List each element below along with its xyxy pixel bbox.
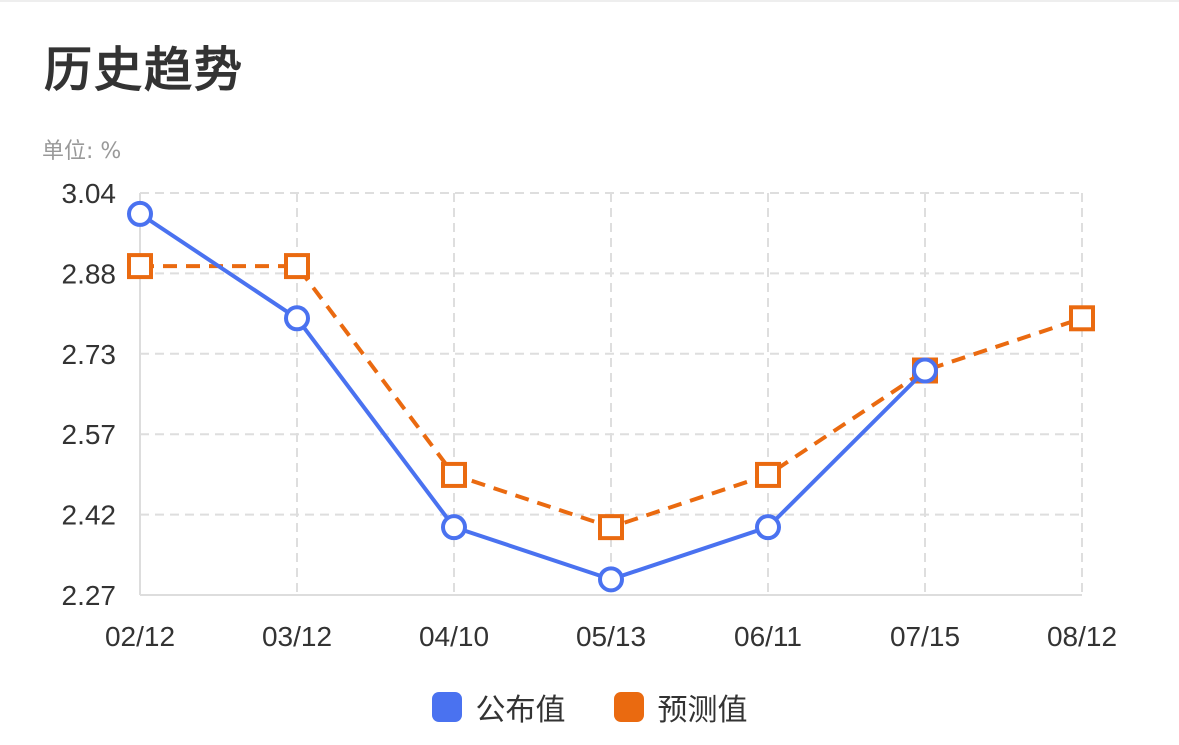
- y-tick-label: 2.57: [62, 419, 117, 450]
- legend-label-published: 公布值: [475, 693, 566, 728]
- data-point[interactable]: [127, 200, 153, 227]
- data-point[interactable]: [441, 461, 467, 488]
- data-point[interactable]: [127, 253, 153, 280]
- x-tick-label: 08/12: [1047, 621, 1117, 652]
- series-line: [138, 212, 927, 582]
- legend-swatch-forecast: [613, 692, 644, 722]
- data-point[interactable]: [598, 566, 624, 593]
- y-tick-label: 2.73: [62, 339, 117, 370]
- series-published: [127, 200, 938, 593]
- data-point[interactable]: [284, 305, 310, 332]
- y-tick-label: 2.42: [62, 500, 117, 531]
- x-tick-label: 05/13: [576, 621, 646, 652]
- unit-label: 单位: %: [42, 139, 122, 164]
- legend-label-forecast: 预测值: [657, 693, 748, 728]
- grid: [140, 192, 1083, 595]
- legend-swatch-published: [431, 692, 462, 722]
- data-point[interactable]: [284, 253, 310, 280]
- data-point[interactable]: [1069, 305, 1095, 332]
- top-divider: [0, 0, 1179, 2]
- page-title: 历史趋势: [44, 42, 245, 98]
- legend-item-forecast[interactable]: 预测值: [613, 685, 748, 729]
- series: [127, 200, 1095, 593]
- data-point[interactable]: [598, 514, 624, 541]
- x-tick-labels: 02/12 03/12 04/10 05/13 06/11 07/15 08/12: [105, 621, 1117, 652]
- legend-item-published[interactable]: 公布值: [431, 685, 566, 729]
- series-forecast: [127, 253, 1095, 541]
- data-point[interactable]: [755, 461, 781, 488]
- y-tick-label: 2.88: [62, 258, 117, 289]
- x-tick-label: 04/10: [419, 621, 489, 652]
- data-point[interactable]: [755, 514, 781, 541]
- y-tick-labels: 3.04 2.88 2.73 2.57 2.42 2.27: [62, 178, 117, 611]
- x-tick-label: 06/11: [734, 621, 802, 652]
- data-point[interactable]: [441, 514, 467, 541]
- data-point[interactable]: [912, 357, 938, 384]
- y-tick-label: 3.04: [62, 178, 117, 209]
- x-tick-label: 02/12: [105, 621, 175, 652]
- legend: 公布值 预测值: [0, 682, 1179, 732]
- x-tick-label: 07/15: [890, 621, 960, 652]
- y-tick-label: 2.27: [62, 580, 117, 611]
- x-tick-label: 03/12: [262, 621, 332, 652]
